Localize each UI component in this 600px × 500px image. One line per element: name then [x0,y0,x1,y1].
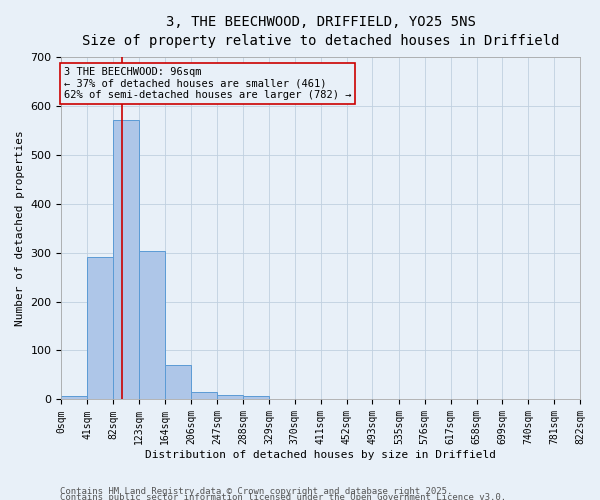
X-axis label: Distribution of detached houses by size in Driffield: Distribution of detached houses by size … [145,450,496,460]
Bar [243,396,269,400]
Text: Contains HM Land Registry data © Crown copyright and database right 2025.: Contains HM Land Registry data © Crown c… [60,486,452,496]
Bar [87,258,113,400]
Text: 3 THE BEECHWOOD: 96sqm
← 37% of detached houses are smaller (461)
62% of semi-de: 3 THE BEECHWOOD: 96sqm ← 37% of detached… [64,67,352,100]
Bar [139,251,165,400]
Y-axis label: Number of detached properties: Number of detached properties [15,130,25,326]
Title: 3, THE BEECHWOOD, DRIFFIELD, YO25 5NS
Size of property relative to detached hous: 3, THE BEECHWOOD, DRIFFIELD, YO25 5NS Si… [82,15,559,48]
Bar [61,396,87,400]
Bar [217,394,243,400]
Bar [113,120,139,400]
Bar [191,392,217,400]
Text: Contains public sector information licensed under the Open Government Licence v3: Contains public sector information licen… [60,492,506,500]
Bar [165,365,191,400]
